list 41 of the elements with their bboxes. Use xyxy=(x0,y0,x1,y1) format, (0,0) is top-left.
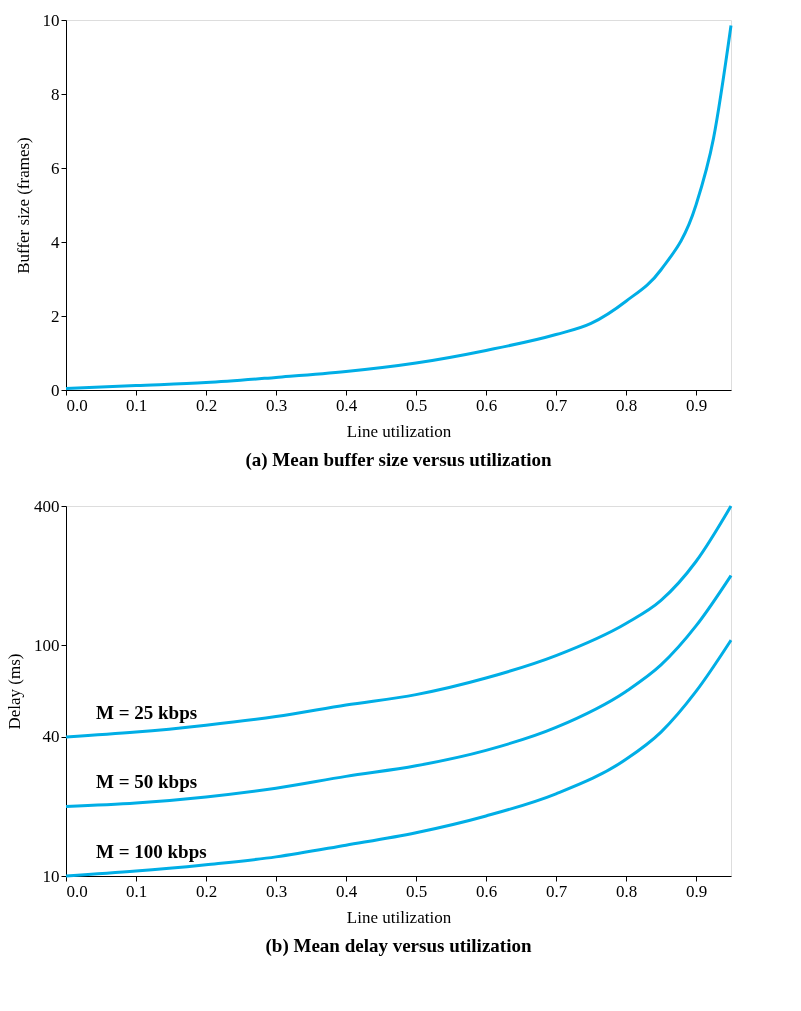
x-tick-label: 0.7 xyxy=(545,395,568,415)
x-tick-label: 0.9 xyxy=(685,395,708,415)
series-label: M = 50 kbps xyxy=(96,771,198,793)
x-tick-label: 0.9 xyxy=(685,881,708,901)
x-tick-label: 0.0 xyxy=(66,881,88,901)
y-tick-label: 4 xyxy=(51,232,60,252)
x-tick-label: 0.2 xyxy=(195,395,218,415)
y-tick-label: 10 xyxy=(42,866,60,886)
x-tick-label: 0.4 xyxy=(335,395,358,415)
y-tick-label: 10 xyxy=(42,10,60,30)
x-axis-title: Line utilization xyxy=(346,907,452,927)
x-axis-title: Line utilization xyxy=(346,421,452,441)
y-axis-title: Buffer size (frames) xyxy=(13,137,33,274)
x-tick-label: 0.4 xyxy=(335,881,358,901)
y-tick-label: 8 xyxy=(51,84,60,104)
x-tick-label: 0.3 xyxy=(265,395,288,415)
series-label: M = 25 kbps xyxy=(96,701,198,723)
x-tick-label: 0.1 xyxy=(125,395,148,415)
y-axis-title: Delay (ms) xyxy=(5,653,24,730)
x-tick-label: 0.5 xyxy=(405,881,428,901)
x-tick-label: 0.2 xyxy=(195,881,218,901)
y-tick-label: 40 xyxy=(42,727,60,747)
x-tick-label: 0.6 xyxy=(475,881,498,901)
x-tick-label: 0.5 xyxy=(405,395,428,415)
series-label: M = 100 kbps xyxy=(96,841,207,862)
y-tick-label: 2 xyxy=(51,306,60,326)
y-tick-label: 100 xyxy=(34,635,60,655)
x-tick-label: 0.7 xyxy=(545,881,568,901)
text: (a) Mean buffer size versus utilization xyxy=(245,449,553,471)
y-tick-label: 6 xyxy=(51,158,60,178)
line-series xyxy=(64,504,733,739)
x-tick-label: 0.0 xyxy=(66,395,88,415)
text: (b) Mean delay versus utilization xyxy=(265,935,532,957)
x-tick-label: 0.6 xyxy=(475,395,498,415)
x-tick-label: 0.3 xyxy=(265,881,288,901)
x-tick-label: 0.1 xyxy=(125,881,148,901)
x-tick-label: 0.8 xyxy=(615,395,638,415)
y-tick-label: 400 xyxy=(34,496,60,516)
line-series xyxy=(64,574,733,808)
x-tick-label: 0.8 xyxy=(615,881,638,901)
y-tick-label: 0 xyxy=(51,380,60,400)
